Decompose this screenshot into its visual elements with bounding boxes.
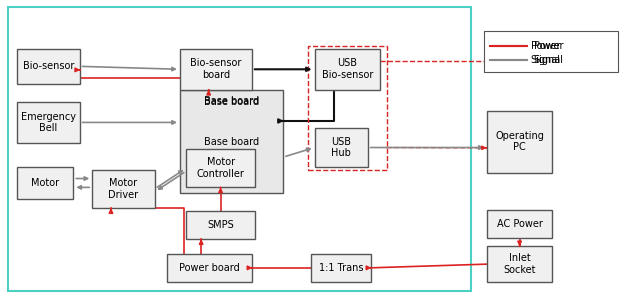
Text: Base board: Base board — [204, 97, 259, 107]
Text: Bio-sensor: Bio-sensor — [23, 61, 74, 71]
Text: SMPS: SMPS — [207, 220, 234, 230]
Text: Inlet
Socket: Inlet Socket — [503, 253, 536, 275]
FancyBboxPatch shape — [487, 111, 552, 173]
FancyBboxPatch shape — [17, 49, 80, 84]
Text: USB
Hub: USB Hub — [331, 137, 351, 158]
Text: Emergency
Bell: Emergency Bell — [21, 112, 76, 133]
FancyBboxPatch shape — [487, 209, 552, 238]
Text: AC Power: AC Power — [497, 218, 543, 229]
FancyBboxPatch shape — [186, 149, 255, 187]
FancyBboxPatch shape — [311, 254, 371, 282]
Text: Motor: Motor — [31, 178, 59, 188]
FancyBboxPatch shape — [314, 49, 381, 90]
Text: Signal: Signal — [530, 55, 560, 66]
FancyBboxPatch shape — [92, 170, 155, 208]
FancyBboxPatch shape — [314, 128, 368, 167]
Text: Bio-sensor
board: Bio-sensor board — [190, 58, 242, 80]
Text: Power board: Power board — [179, 263, 240, 273]
FancyBboxPatch shape — [487, 246, 552, 282]
Text: Operating
PC: Operating PC — [495, 131, 544, 152]
FancyBboxPatch shape — [180, 90, 283, 193]
Text: Motor
Driver: Motor Driver — [108, 178, 138, 200]
FancyBboxPatch shape — [167, 254, 252, 282]
Text: Motor
Controller: Motor Controller — [197, 157, 245, 179]
Text: Power: Power — [530, 41, 560, 51]
Text: 1:1 Trans: 1:1 Trans — [319, 263, 364, 273]
FancyBboxPatch shape — [484, 31, 618, 72]
Text: Signal: Signal — [533, 55, 564, 66]
Text: Power: Power — [533, 41, 563, 51]
FancyBboxPatch shape — [17, 167, 74, 199]
Text: USB
Bio-sensor: USB Bio-sensor — [321, 58, 373, 80]
FancyBboxPatch shape — [17, 102, 80, 143]
FancyBboxPatch shape — [186, 211, 255, 239]
FancyBboxPatch shape — [180, 49, 252, 90]
Text: Base board: Base board — [204, 136, 259, 147]
Text: Base board: Base board — [204, 96, 259, 106]
